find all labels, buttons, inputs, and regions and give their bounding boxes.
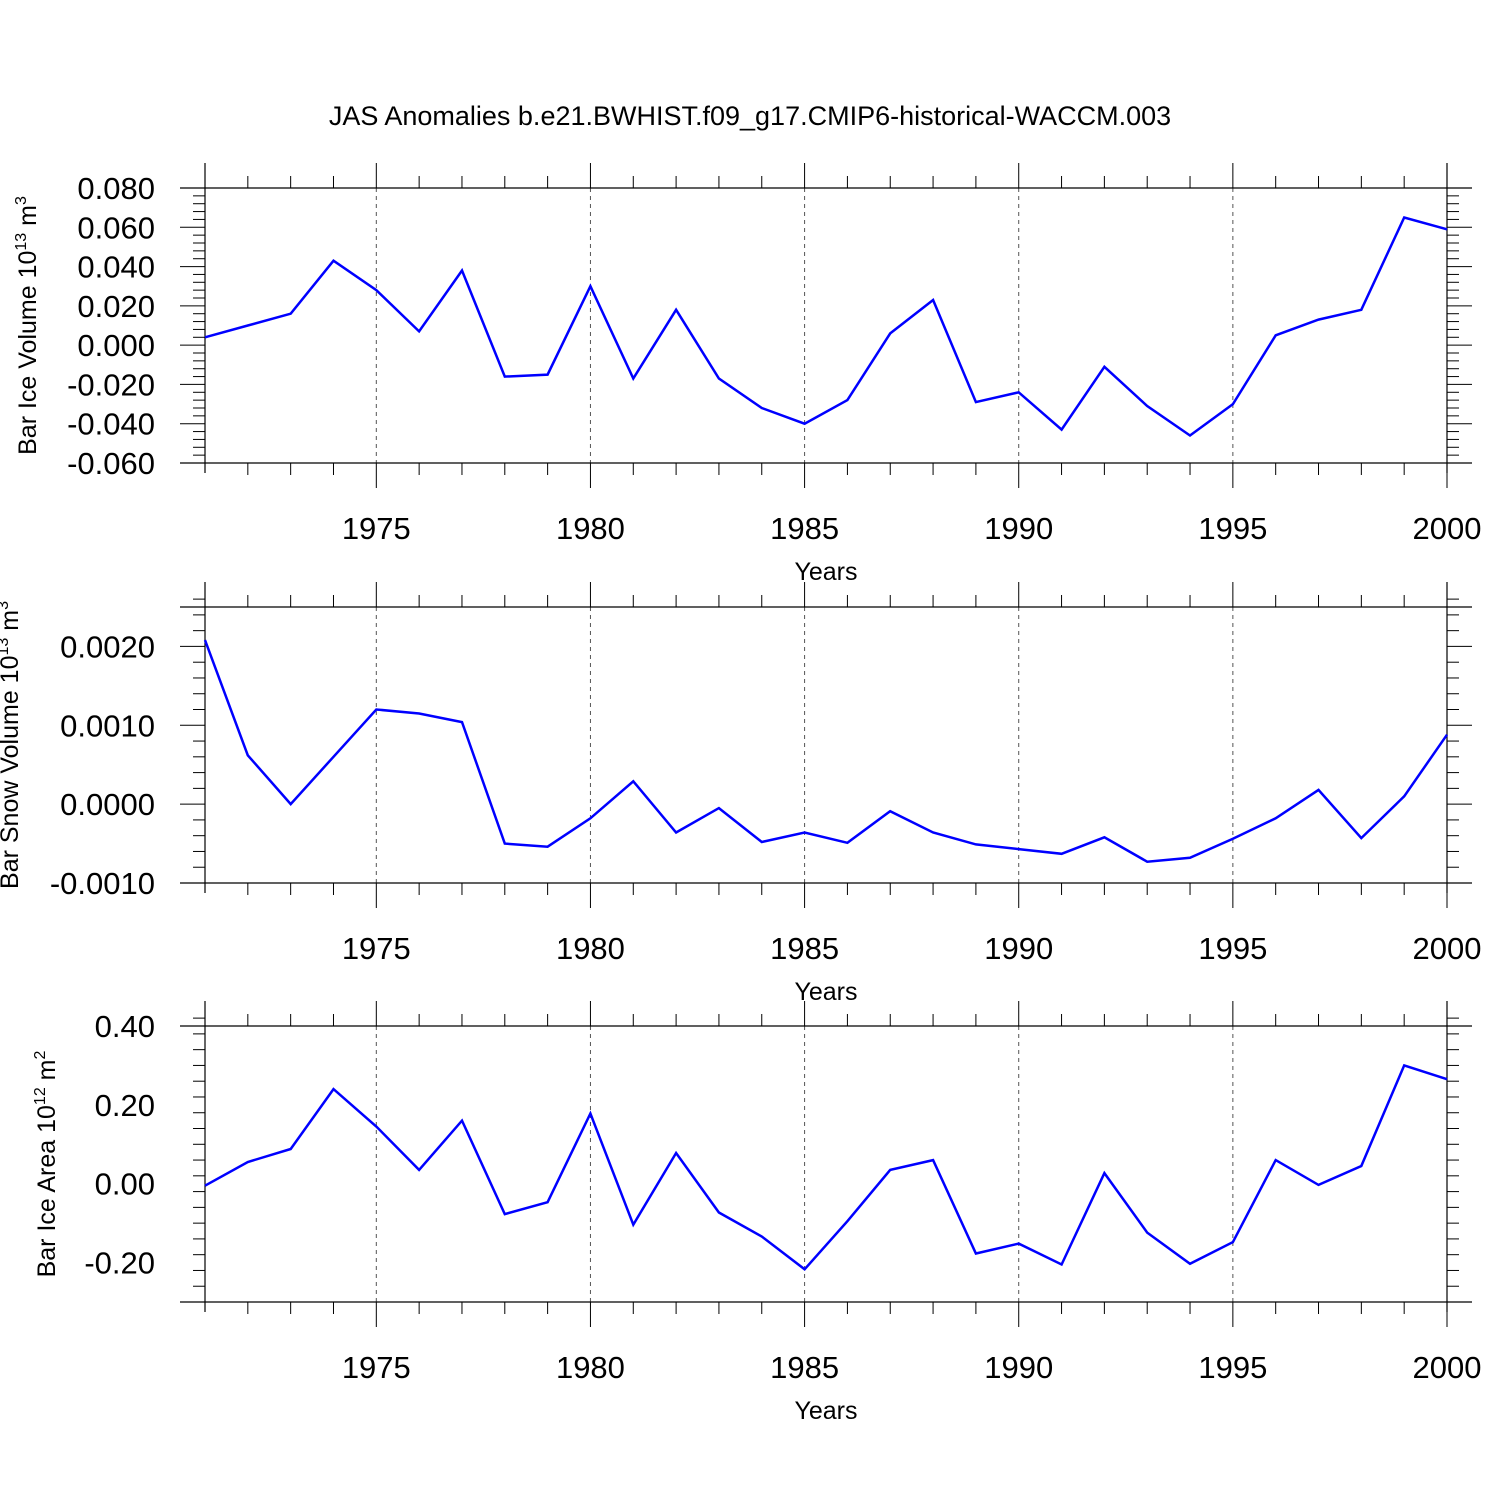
y-tick-label: 0.080 [77,171,155,206]
y-tick-label: 0.040 [77,250,155,285]
x-tick-label: 2000 [1413,1350,1482,1385]
y-tick-label: 0.060 [77,210,155,245]
y-tick-label: 0.0010 [60,708,155,743]
y-axis-label-text: Bar Ice Volume 10 [14,251,42,455]
y-tick-label: 0.00 [95,1167,155,1202]
x-tick-label: 1980 [556,1350,625,1385]
x-tick-label: 1985 [770,511,839,546]
y-axis-label-text: m [33,1060,61,1088]
y-axis-label-exponent: 2 [32,1051,49,1060]
x-tick-label: 1990 [984,1350,1053,1385]
x-tick-label: 1995 [1198,1350,1267,1385]
y-tick-label: -0.060 [67,446,155,481]
x-axis-label: Years [794,558,857,586]
x-tick-label: 1995 [1198,511,1267,546]
x-tick-label: 1985 [770,931,839,966]
y-axis-label-exponent: 13 [13,233,30,251]
x-tick-label: 1995 [1198,931,1267,966]
x-axis-label: Years [794,978,857,1006]
y-tick-label: -0.020 [67,367,155,402]
series-line [203,639,1449,863]
y-axis-label-text: m [0,610,24,638]
panels: -0.060 -0.040 -0.020 0.000 0.020 0.040 0.060 0.… [0,163,1481,1425]
x-tick-label: 1980 [556,511,625,546]
panel-3: -0.20 0.00 0.20 0.40 1975 1980 1985 1990 1995 200… [32,1001,1481,1425]
x-tick-label: 1990 [984,931,1053,966]
y-tick-label: -0.20 [84,1246,155,1281]
panel-2: -0.0010 0.0000 0.0010 0.0020 1975 1980 1985 199… [0,582,1481,1006]
y-axis-label-text: m [14,205,42,233]
y-axis-label-exponent: 12 [32,1087,49,1105]
x-tick-label: 2000 [1413,511,1482,546]
panel-1: -0.060 -0.040 -0.020 0.000 0.020 0.040 0.060 0.… [13,163,1481,586]
series-line [204,1063,1448,1271]
y-tick-label: 0.020 [77,289,155,324]
y-axis-label: Bar Ice Volume 1013 m3 [13,196,42,455]
y-tick-label: 0.40 [95,1009,155,1044]
x-tick-label: 1975 [342,1350,411,1385]
x-tick-label: 1975 [342,931,411,966]
y-tick-label: -0.0010 [50,866,155,901]
y-axis-label-text: Bar Ice Area 10 [33,1105,61,1277]
x-tick-label: 1990 [984,511,1053,546]
x-tick-label: 2000 [1413,931,1482,966]
y-axis-label-text: Bar Snow Volume 10 [0,656,24,889]
y-tick-label: 0.0020 [60,629,155,664]
x-axis-label: Years [794,1397,857,1425]
y-tick-label: 0.0000 [60,787,155,822]
x-tick-label: 1980 [556,931,625,966]
figure-title: JAS Anomalies b.e21.BWHIST.f09_g17.CMIP6… [329,101,1171,131]
x-tick-label: 1985 [770,1350,839,1385]
x-tick-label: 1975 [342,511,411,546]
y-axis-label-exponent: 13 [0,638,12,656]
y-axis-label-exponent: 3 [13,196,30,205]
y-tick-label: 0.000 [77,328,155,363]
y-tick-label: 0.20 [95,1088,155,1123]
y-axis-label-exponent: 3 [0,601,12,610]
y-axis-label: Bar Ice Area 1012 m2 [32,1051,61,1278]
y-axis-label: Bar Snow Volume 1013 m3 [0,601,24,889]
y-tick-label: -0.040 [67,407,155,442]
series-line [204,216,1448,438]
